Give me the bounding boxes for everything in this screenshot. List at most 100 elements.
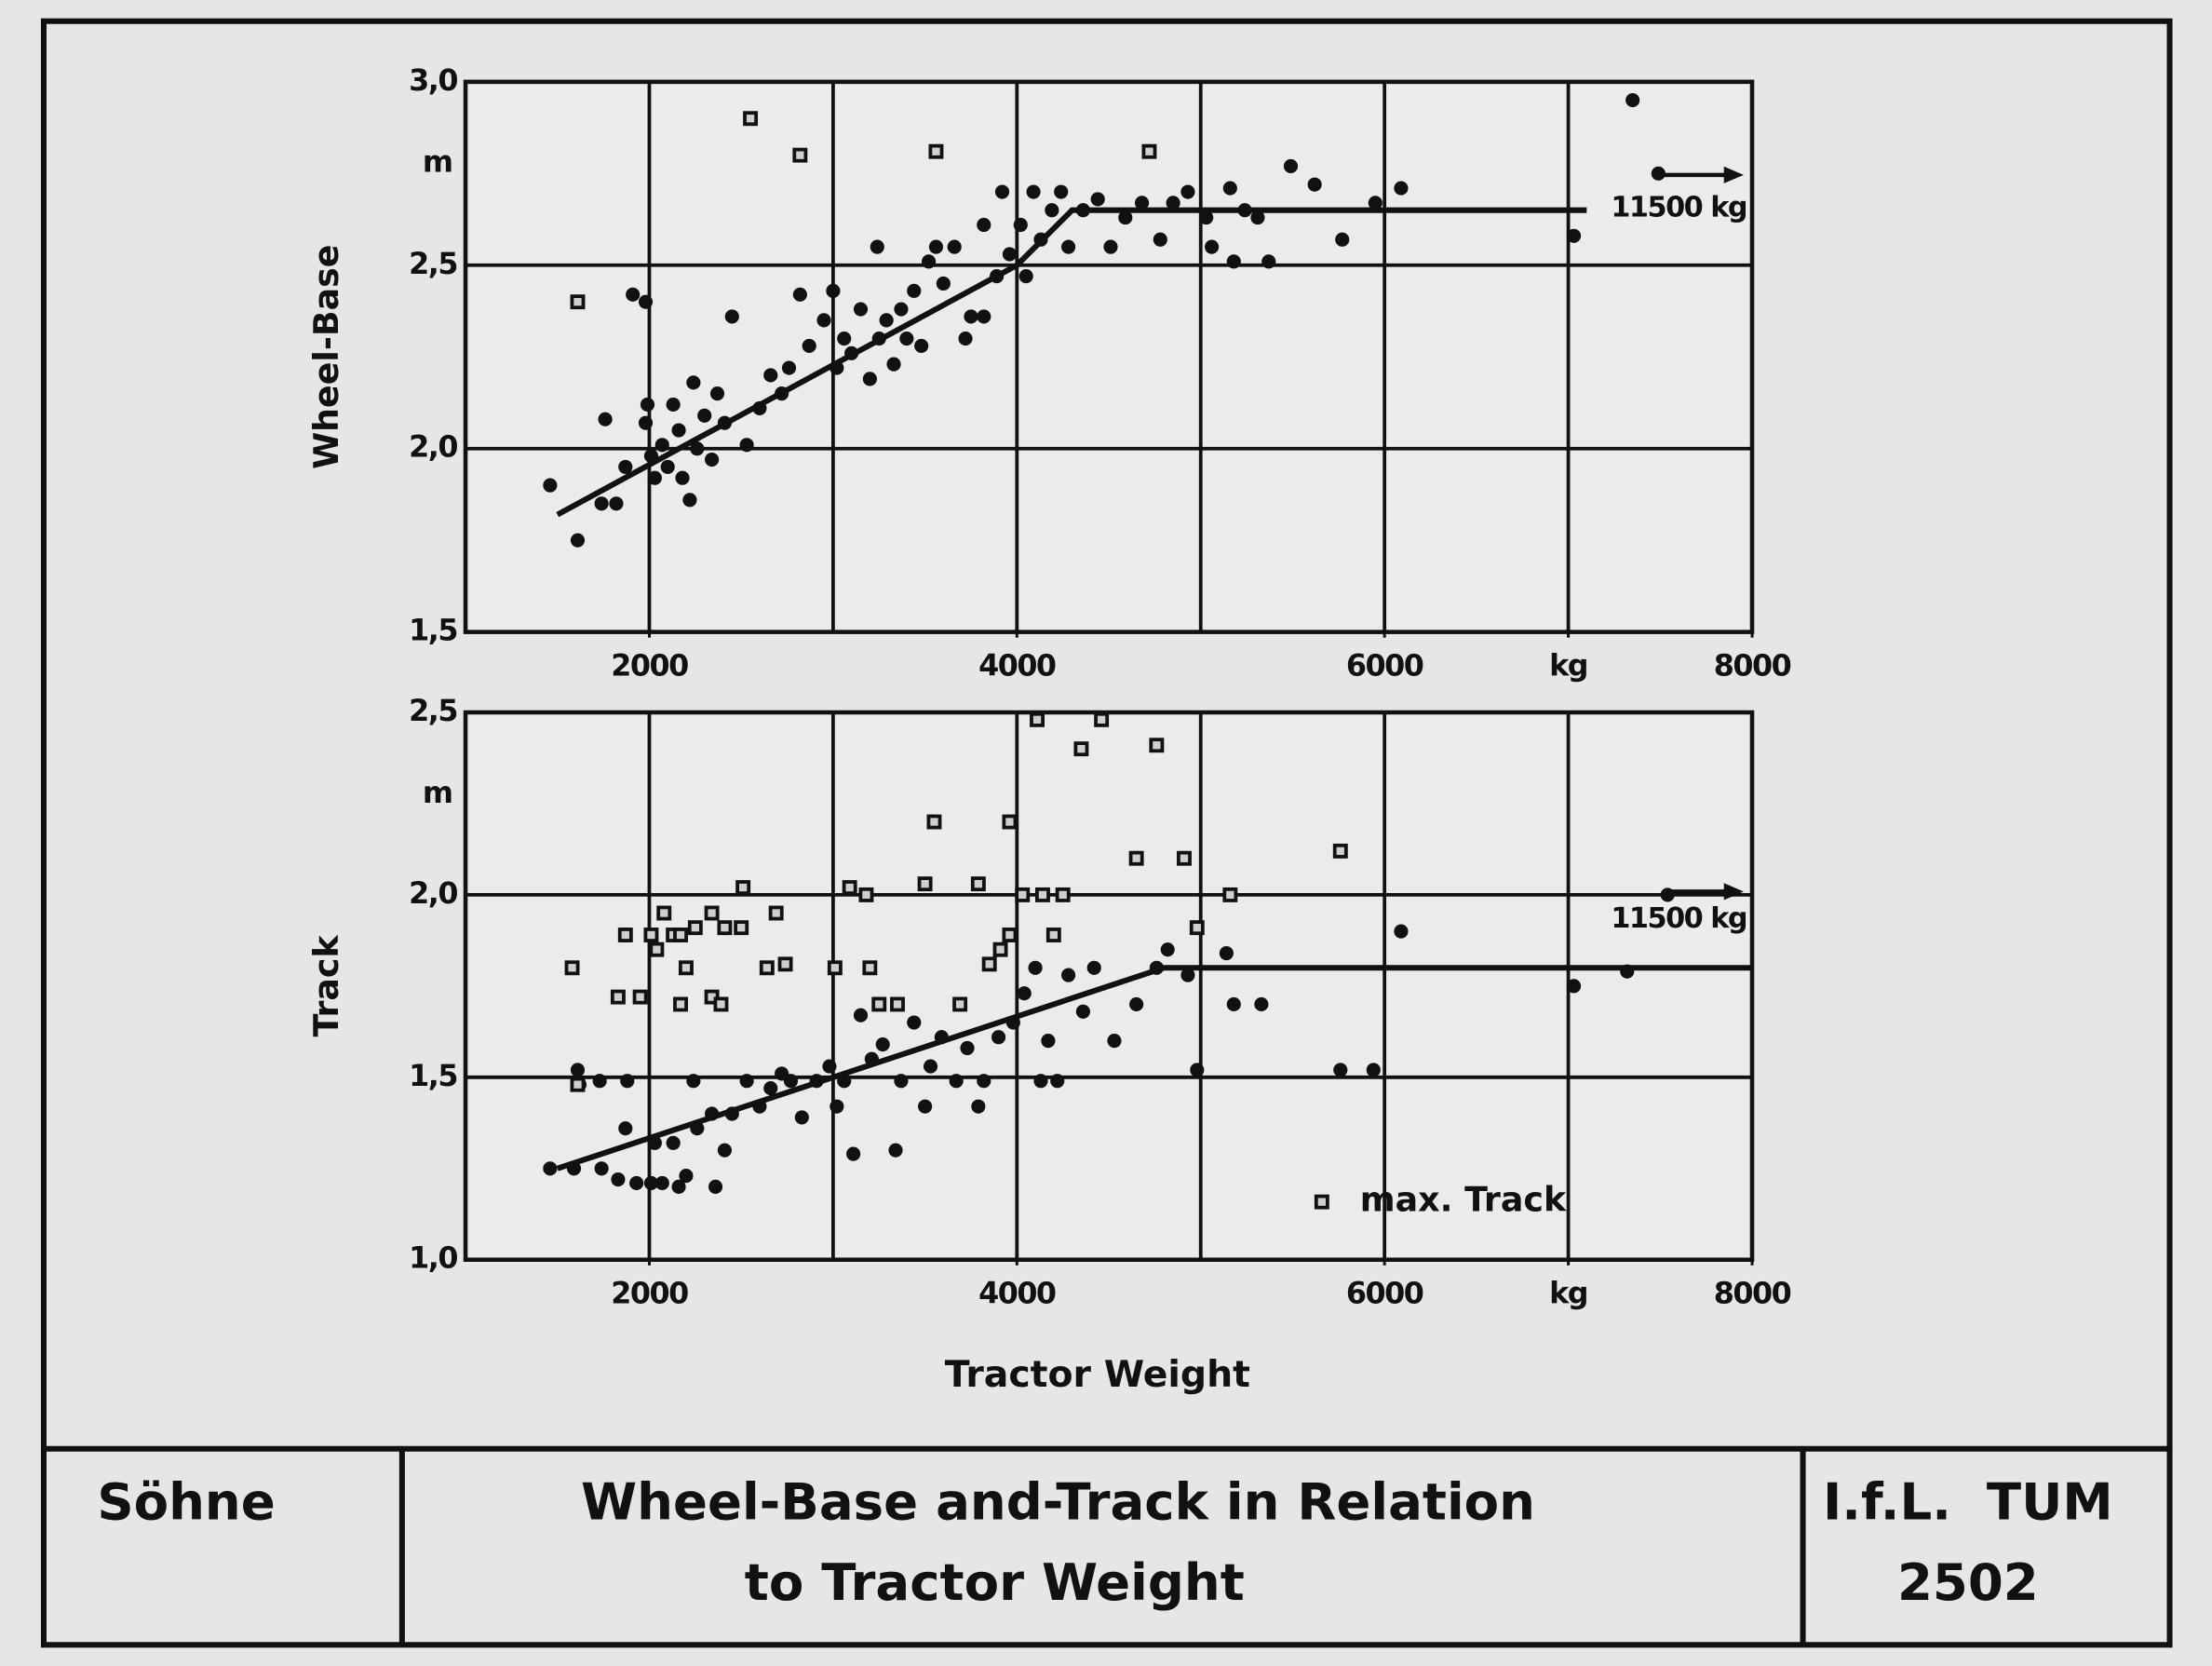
point <box>947 239 962 254</box>
point <box>1086 960 1101 975</box>
x-tick-label: 6000 <box>1346 1276 1423 1311</box>
square-point <box>717 920 733 936</box>
x-tick-label: kg <box>1549 1276 1587 1311</box>
square-point <box>632 989 648 1005</box>
x-tick-label: 2000 <box>611 1276 688 1311</box>
point <box>654 438 669 453</box>
point <box>598 412 613 427</box>
point <box>1026 184 1041 199</box>
square-point <box>1045 928 1061 942</box>
y-tick-label: 1,5 <box>409 613 457 648</box>
point <box>660 459 675 474</box>
point <box>949 1074 964 1089</box>
point <box>1199 210 1214 225</box>
point <box>666 1135 681 1150</box>
point <box>958 331 973 346</box>
square-point <box>858 887 874 902</box>
square-point <box>643 928 659 942</box>
point <box>1307 177 1322 192</box>
square-point <box>734 920 749 936</box>
point <box>921 254 937 269</box>
point <box>1134 196 1150 210</box>
point <box>862 372 877 386</box>
point <box>1002 247 1017 262</box>
point <box>888 1143 903 1158</box>
point <box>1054 184 1069 199</box>
point <box>1041 1034 1056 1049</box>
square-point <box>1222 887 1238 902</box>
point <box>666 397 681 413</box>
point <box>964 309 978 324</box>
square-point <box>981 956 997 972</box>
square-point <box>649 941 665 957</box>
y-tick-label: 2,0 <box>409 875 457 911</box>
square-point <box>617 928 633 942</box>
point <box>643 1175 659 1191</box>
y-axis-label: Wheel-Base <box>306 245 346 469</box>
point <box>1226 996 1241 1012</box>
point <box>620 1074 635 1089</box>
y-tick-label: 1,5 <box>409 1058 457 1093</box>
point <box>1033 1074 1048 1089</box>
title-line: to Tractor Weight <box>745 1552 1245 1612</box>
point <box>1625 92 1640 108</box>
x-tick-label: kg <box>1549 648 1587 684</box>
point <box>717 1143 732 1158</box>
point <box>1190 1063 1205 1077</box>
point <box>1254 996 1269 1012</box>
point <box>1651 166 1666 181</box>
point <box>626 287 641 302</box>
point <box>853 1008 869 1023</box>
square-point <box>704 905 720 921</box>
point <box>914 338 929 354</box>
square-point <box>673 928 688 942</box>
point <box>686 375 701 390</box>
point <box>1018 269 1033 284</box>
point <box>830 1099 844 1114</box>
square-point <box>1035 887 1050 902</box>
point <box>886 357 901 372</box>
point <box>907 283 922 298</box>
point <box>853 302 869 317</box>
point <box>837 331 852 346</box>
annotation: 11500 kg <box>1611 902 1747 935</box>
point <box>709 386 725 401</box>
trend-line <box>556 207 1587 518</box>
square-point <box>570 1077 586 1092</box>
y-tick-label: 3,0 <box>409 62 457 98</box>
square-point <box>862 960 878 976</box>
point <box>682 493 697 508</box>
point <box>594 1161 609 1176</box>
point <box>1333 1063 1348 1077</box>
square-point <box>871 996 887 1012</box>
point <box>1017 986 1032 1001</box>
square-point <box>992 941 1008 957</box>
point <box>894 302 909 317</box>
point <box>1107 1034 1122 1049</box>
point <box>1013 217 1028 233</box>
point <box>1366 1063 1381 1077</box>
square-point <box>759 960 775 976</box>
square-point <box>1002 814 1018 830</box>
unit-label: m <box>423 775 452 810</box>
point <box>1050 1074 1065 1089</box>
square-point <box>687 920 703 936</box>
y-tick-label: 1,0 <box>409 1240 457 1276</box>
point <box>638 294 654 309</box>
point <box>724 309 739 324</box>
point <box>1160 942 1175 957</box>
x-tick-label: 8000 <box>1714 648 1791 684</box>
x-tick-label: 2000 <box>611 648 688 684</box>
point <box>638 415 654 430</box>
point <box>690 441 705 456</box>
point <box>647 470 662 485</box>
square-point <box>842 880 857 896</box>
point <box>705 452 720 467</box>
point <box>991 1030 1006 1045</box>
point <box>899 331 914 346</box>
point <box>697 408 712 423</box>
point <box>1250 210 1265 225</box>
square-point <box>1141 143 1157 159</box>
point <box>1118 210 1133 225</box>
